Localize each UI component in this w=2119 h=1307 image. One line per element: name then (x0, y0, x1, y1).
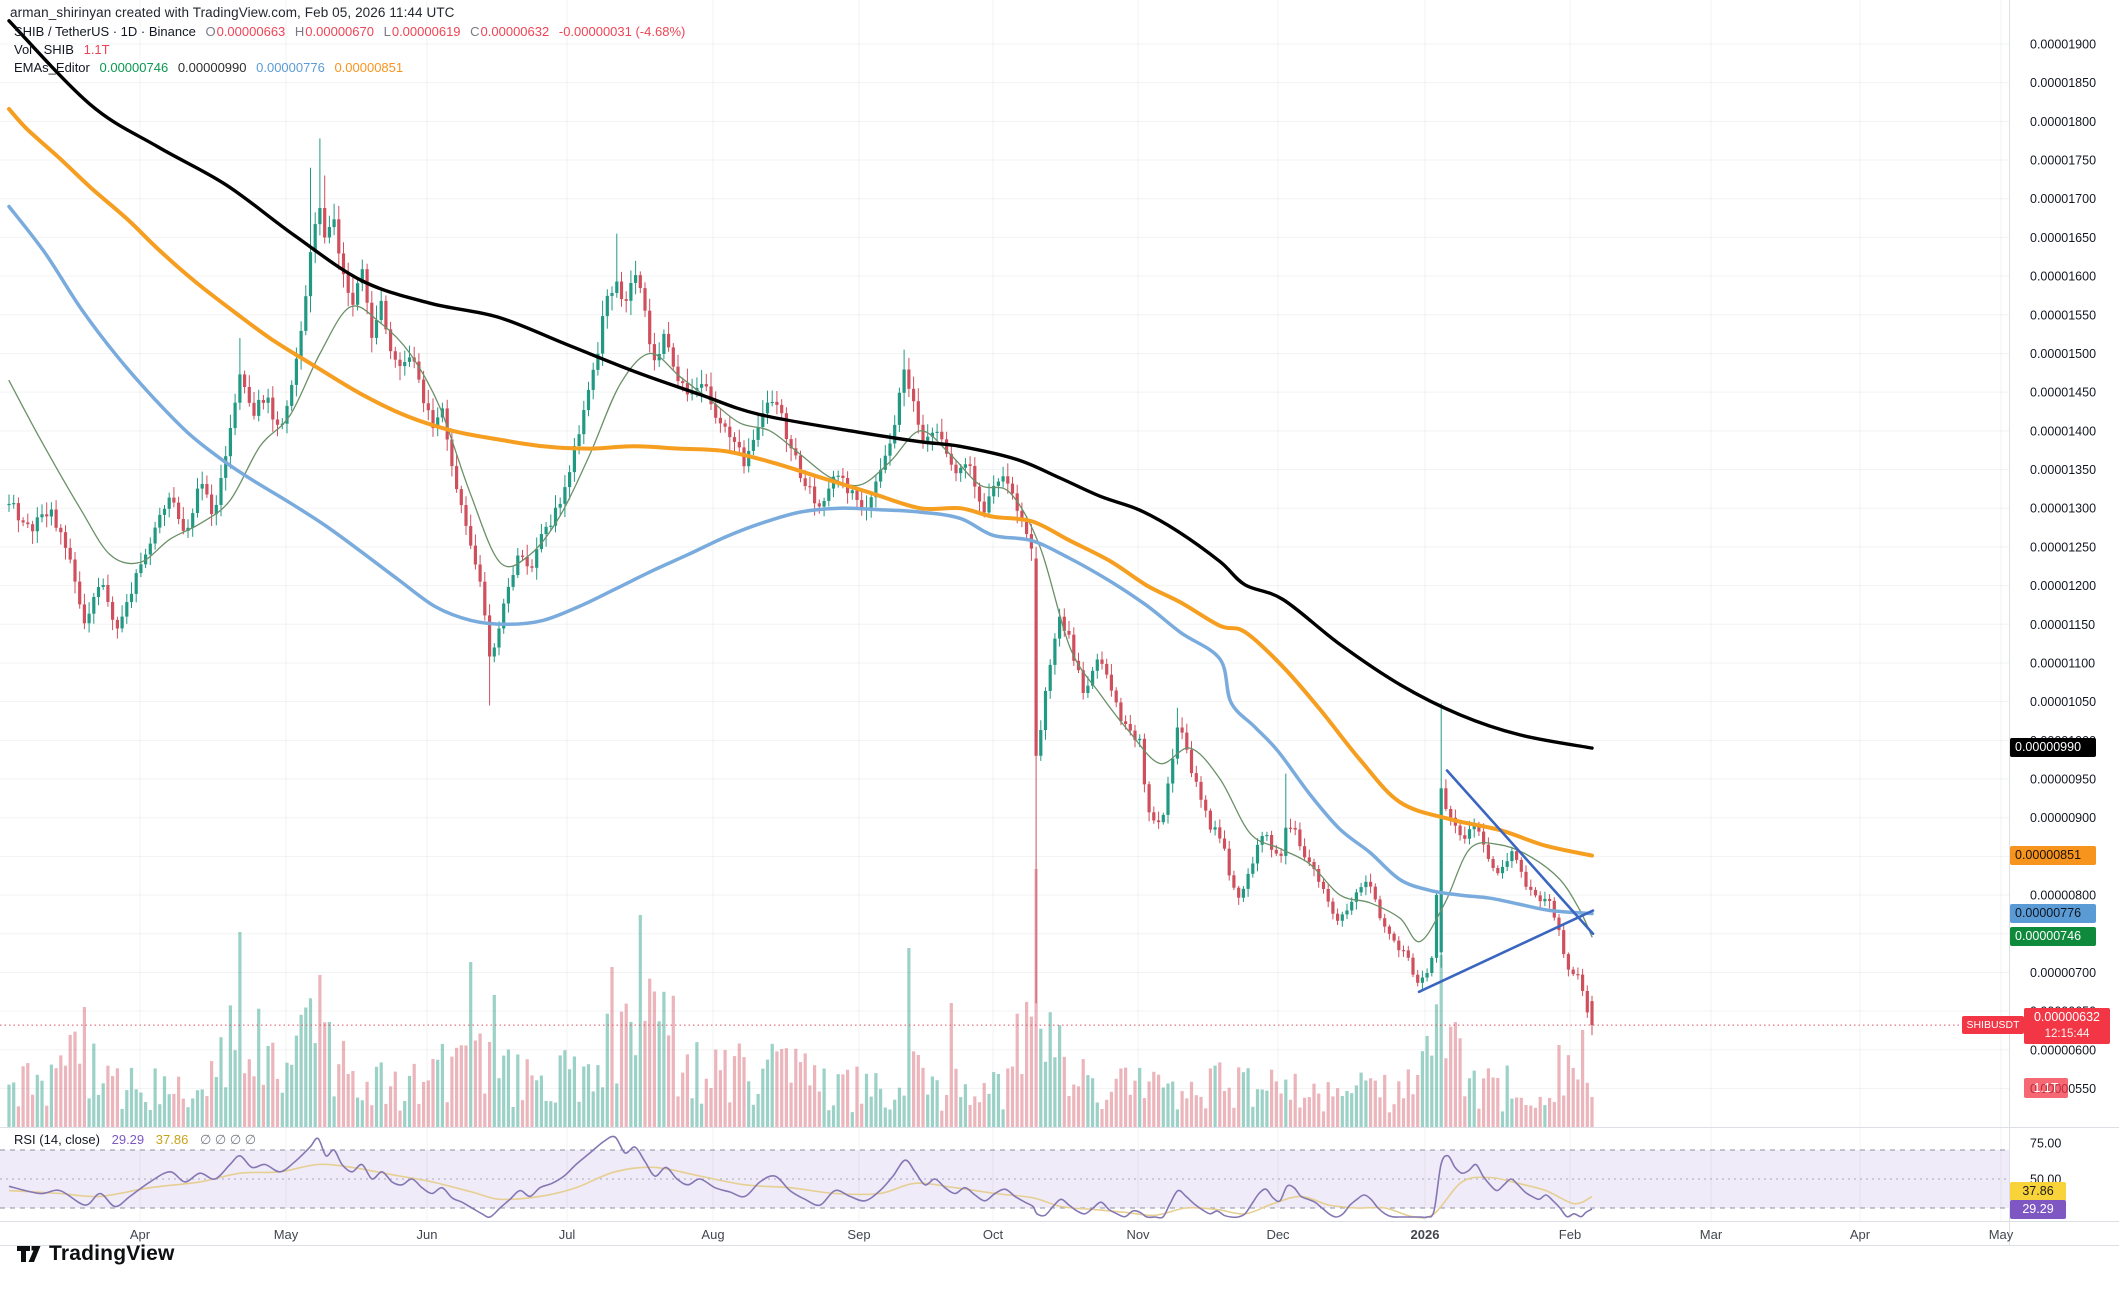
ema-black-price-badge: 0.00000990 (2010, 738, 2096, 757)
last-price-badge: 0.00000632 12:15:44 (2024, 1008, 2110, 1044)
watermark-attribution: arman_shirinyan created with TradingView… (10, 5, 455, 20)
svg-text:Nov: Nov (1126, 1227, 1150, 1242)
ohlc-open-label: O (205, 24, 216, 39)
ema-black-value: 0.00000990 (177, 60, 247, 75)
svg-text:Oct: Oct (983, 1227, 1004, 1242)
volume-legend-row[interactable]: Vol · SHIB 1.1T (14, 42, 116, 57)
svg-text:0.00001350: 0.00001350 (2030, 463, 2096, 477)
svg-text:0.00001400: 0.00001400 (2030, 424, 2096, 438)
ema-blue-price-badge: 0.00000776 (2010, 904, 2096, 923)
svg-text:0.00001200: 0.00001200 (2030, 579, 2096, 593)
tradingview-logo-text: TradingView (49, 1242, 175, 1265)
bar-countdown: 12:15:44 (2044, 1028, 2090, 1040)
rsi-legend-row[interactable]: RSI (14, close) 29.29 37.86 ∅ ∅ ∅ ∅ (14, 1132, 264, 1148)
ema-green-price-badge: 0.00000746 (2010, 927, 2096, 946)
svg-text:0.00000950: 0.00000950 (2030, 773, 2096, 787)
svg-text:2026: 2026 (1411, 1227, 1440, 1242)
svg-text:0.00001550: 0.00001550 (2030, 308, 2096, 322)
svg-text:0.00001800: 0.00001800 (2030, 115, 2096, 129)
svg-text:Aug: Aug (701, 1227, 724, 1242)
svg-text:Apr: Apr (1850, 1227, 1871, 1242)
ema-orange-value: 0.00000851 (334, 60, 404, 75)
svg-text:0.00001900: 0.00001900 (2030, 38, 2096, 52)
ohlc-low-value: 0.00000619 (391, 24, 461, 39)
svg-text:0.00001150: 0.00001150 (2030, 618, 2095, 632)
tradingview-logo[interactable]: TradingView (16, 1241, 175, 1267)
rsi-indicator-label: RSI (14, close) (14, 1132, 100, 1147)
svg-text:Feb: Feb (1559, 1227, 1581, 1242)
svg-text:0.00001050: 0.00001050 (2030, 695, 2096, 709)
symbol-legend-row[interactable]: SHIB / TetherUS · 1D · Binance O0.000006… (14, 24, 691, 39)
svg-text:0.00000900: 0.00000900 (2030, 811, 2096, 825)
svg-text:0.00000600: 0.00000600 (2030, 1043, 2096, 1057)
rsi-ma-value: 37.86 (155, 1132, 189, 1147)
symbol-title: SHIB / TetherUS · 1D · Binance (14, 24, 196, 39)
svg-text:Apr: Apr (130, 1227, 151, 1242)
svg-text:0.00001850: 0.00001850 (2030, 76, 2096, 90)
rsi-current-value: 29.29 (111, 1132, 145, 1147)
svg-text:0.00000800: 0.00000800 (2030, 889, 2096, 903)
last-price-value: 0.00000632 (2033, 1010, 2101, 1024)
svg-text:May: May (274, 1227, 299, 1242)
volume-label: Vol · SHIB (14, 42, 74, 57)
change-value: -0.00000031 (-4.68%) (558, 24, 686, 39)
rsi-empty-slots: ∅ ∅ ∅ ∅ (199, 1132, 257, 1147)
volume-value: 1.1T (83, 42, 110, 57)
svg-text:0.00001300: 0.00001300 (2030, 502, 2096, 516)
svg-text:0.00001750: 0.00001750 (2030, 154, 2096, 168)
svg-text:May: May (1989, 1227, 2014, 1242)
ohlc-low-label: L (383, 24, 391, 39)
svg-text:0.00001100: 0.00001100 (2030, 657, 2095, 671)
svg-text:Jun: Jun (417, 1227, 438, 1242)
rsi-value-badge: 29.29 (2010, 1200, 2066, 1219)
svg-text:Sep: Sep (847, 1227, 870, 1242)
ohlc-high-value: 0.00000670 (305, 24, 374, 39)
ema-green-value: 0.00000746 (99, 60, 169, 75)
svg-text:Jul: Jul (559, 1227, 576, 1242)
ema-orange-price-badge: 0.00000851 (2010, 846, 2096, 865)
svg-text:Dec: Dec (1266, 1227, 1290, 1242)
svg-text:Mar: Mar (1700, 1227, 1723, 1242)
tradingview-logo-icon (17, 1246, 41, 1262)
svg-text:0.00001600: 0.00001600 (2030, 270, 2096, 284)
svg-text:0.00001450: 0.00001450 (2030, 386, 2096, 400)
ohlc-open-value: 0.00000663 (216, 24, 286, 39)
ohlc-close-value: 0.00000632 (480, 24, 550, 39)
ema-legend-row[interactable]: EMAs_Editor 0.00000746 0.00000990 0.0000… (14, 60, 409, 75)
ohlc-high-label: H (294, 24, 305, 39)
rsi-ma-badge: 37.86 (2010, 1182, 2066, 1201)
ema-indicator-label: EMAs_Editor (14, 60, 90, 75)
svg-text:0.00001700: 0.00001700 (2030, 192, 2096, 206)
volume-value-badge: 1.1T (2024, 1078, 2068, 1098)
svg-text:0.00001650: 0.00001650 (2030, 231, 2096, 245)
svg-text:75.00: 75.00 (2030, 1136, 2061, 1150)
ema-blue-value: 0.00000776 (256, 60, 325, 75)
svg-text:0.00001250: 0.00001250 (2030, 540, 2096, 554)
svg-text:0.00001500: 0.00001500 (2030, 347, 2096, 361)
ohlc-close-label: C (470, 24, 480, 39)
symbol-name-badge: SHIBUSDT (1962, 1016, 2024, 1034)
svg-text:0.00000700: 0.00000700 (2030, 966, 2096, 980)
